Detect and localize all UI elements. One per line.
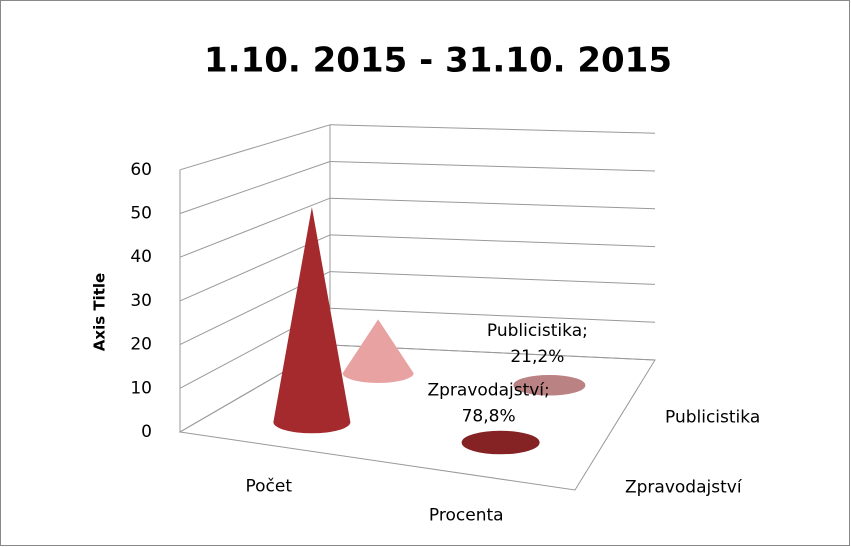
x-tick-label: Procenta (429, 506, 504, 526)
data-label: Publicistika; 21,2% (487, 321, 588, 367)
y-tick-label: 40 (130, 247, 152, 267)
grid-line (179, 124, 331, 171)
y-tick-label: 60 (130, 160, 152, 180)
cone (513, 374, 586, 396)
y-tick-label: 50 (130, 204, 152, 224)
grid-line (329, 307, 656, 323)
data-label-line: Zpravodajství; (427, 381, 549, 401)
grid-line (329, 124, 656, 134)
grid-line (179, 161, 331, 214)
y-tick-label: 20 (130, 335, 152, 355)
grid-line (329, 197, 656, 210)
cone-base (461, 430, 540, 455)
grid-line (329, 161, 656, 172)
data-label: Zpravodajství; 78,8% (427, 381, 549, 427)
data-label-line: Publicistika; (487, 321, 588, 341)
y-axis-title: Axis Title (91, 273, 109, 351)
grid-line (329, 234, 656, 248)
cone-body (342, 319, 414, 383)
data-label-line: 78,8% (462, 407, 516, 427)
cone (342, 319, 414, 383)
cone (273, 207, 351, 434)
x-tick-label: Počet (245, 477, 292, 497)
cone-base (513, 374, 586, 396)
grid-line (329, 271, 656, 285)
floor (178, 344, 656, 491)
grid-line (179, 197, 331, 258)
legend-label: Zpravodajství (625, 478, 743, 498)
y-tick-label: 30 (130, 291, 152, 311)
y-tick-label: 10 (130, 378, 152, 398)
legend-label: Publicistika (665, 408, 760, 428)
chart-title: 1.10. 2015 - 31.10. 2015 (204, 41, 672, 81)
cone-body (273, 207, 351, 434)
cone (461, 430, 540, 455)
data-label-line: 21,2% (510, 347, 564, 367)
y-tick-label: 0 (141, 422, 152, 442)
